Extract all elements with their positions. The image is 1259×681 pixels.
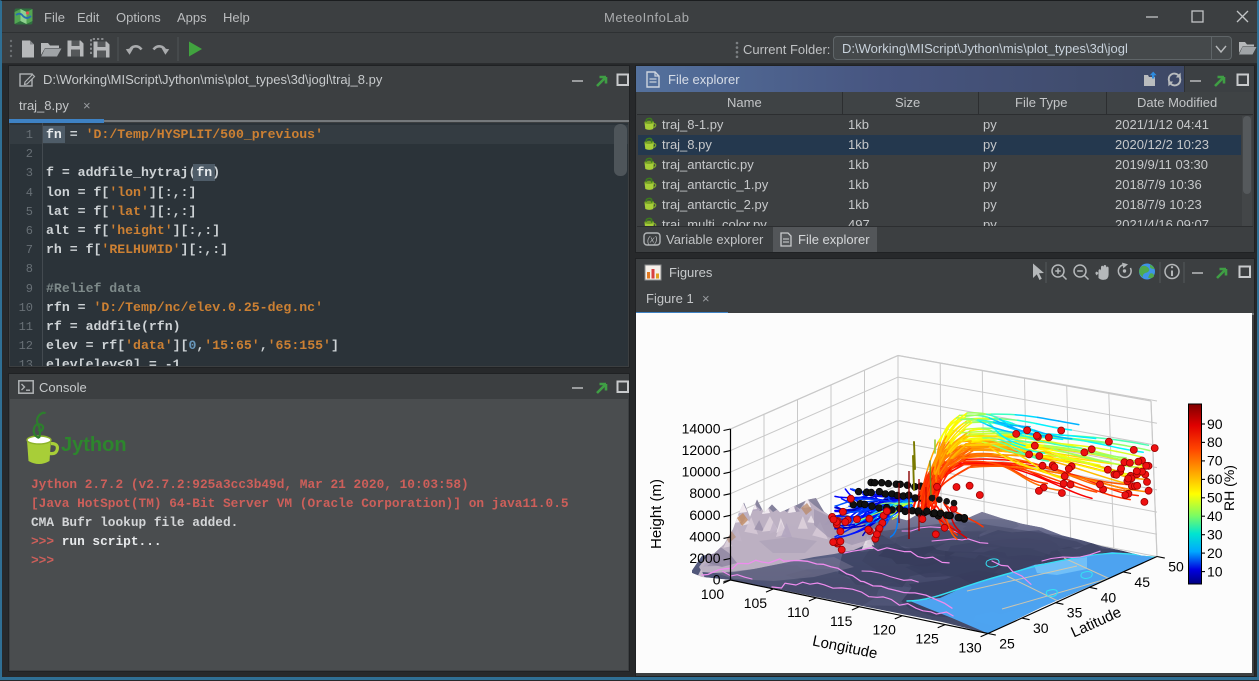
svg-text:(x): (x) [647, 235, 658, 245]
svg-text:Jython: Jython [61, 434, 127, 456]
